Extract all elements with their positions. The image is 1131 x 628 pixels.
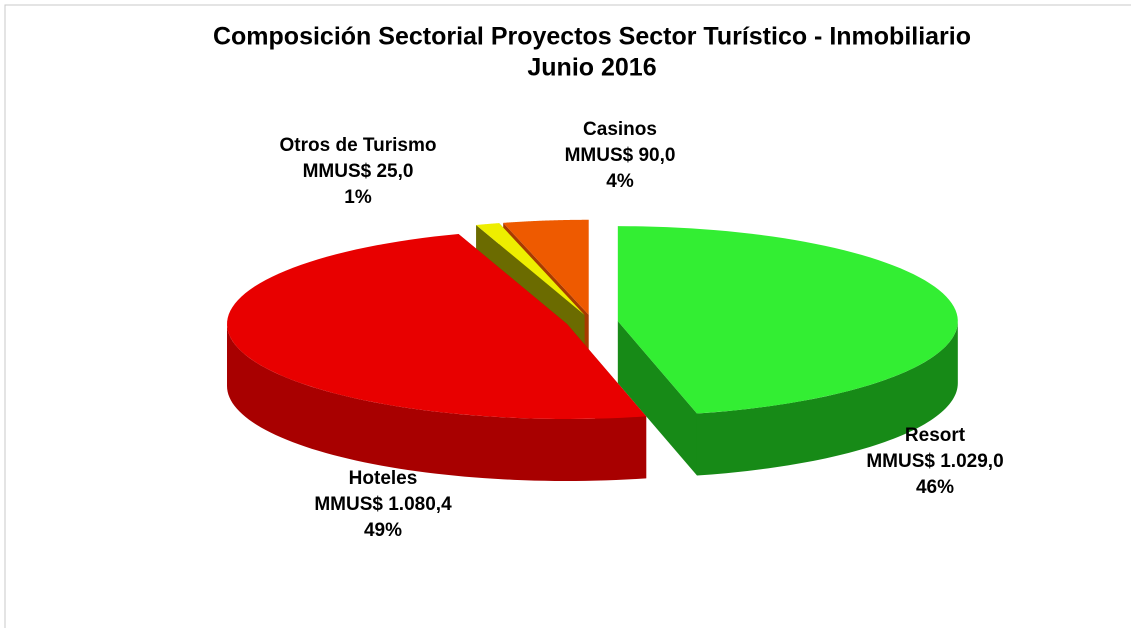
slice-value-label: MMUS$ 25,0 <box>303 161 414 182</box>
chart-subtitle: Junio 2016 <box>527 54 656 82</box>
slice-wall <box>227 324 647 482</box>
slice <box>476 223 585 316</box>
slice-label: Hoteles <box>349 468 418 489</box>
slice-value-label: MMUS$ 90,0 <box>565 145 676 166</box>
chart-title: Composición Sectorial Proyectos Sector T… <box>213 23 971 51</box>
slice-side <box>617 321 697 476</box>
slice-label: Otros de Turismo <box>280 135 437 156</box>
slice-percent-label: 49% <box>364 520 402 541</box>
slice-wall <box>696 321 958 476</box>
slice <box>227 233 647 420</box>
slice-percent-label: 46% <box>916 477 954 498</box>
slice-label: Resort <box>905 425 966 446</box>
slice-value-label: MMUS$ 1.029,0 <box>866 451 1003 472</box>
slice <box>503 219 589 315</box>
slice-label: Casinos <box>583 119 657 140</box>
slice <box>617 226 958 414</box>
slice-value-label: MMUS$ 1.080,4 <box>314 494 452 515</box>
slice-percent-label: 1% <box>344 187 372 208</box>
slice-percent-label: 4% <box>606 171 634 192</box>
